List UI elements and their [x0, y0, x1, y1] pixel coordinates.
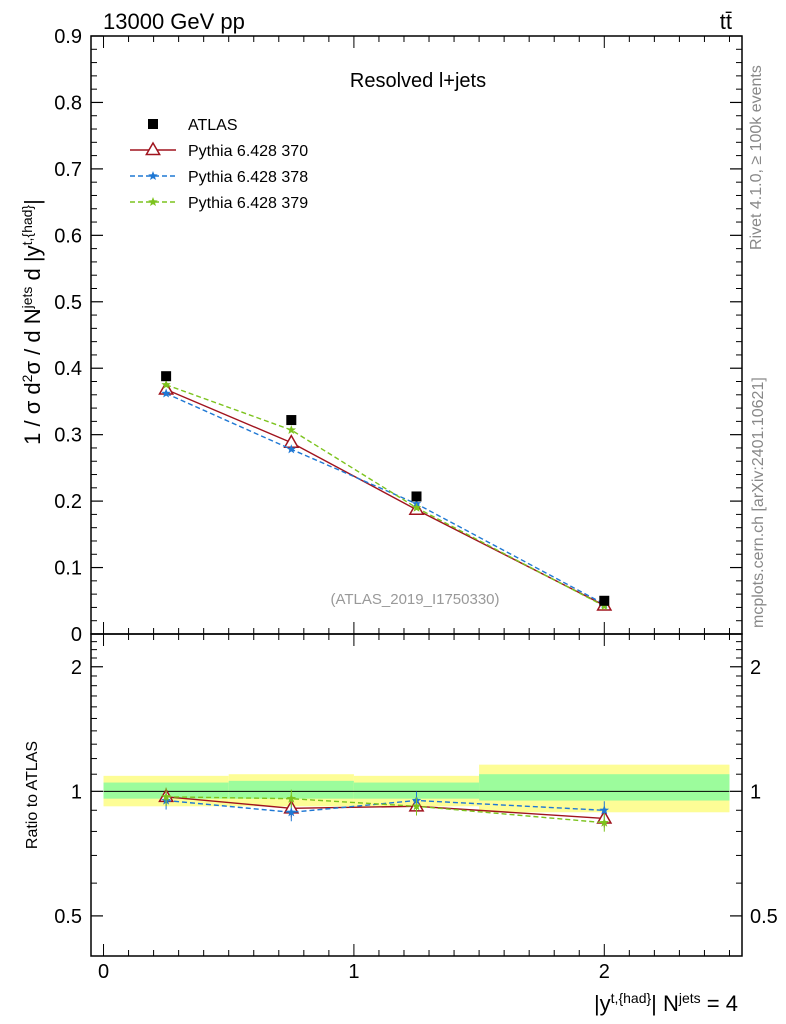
data-point	[411, 491, 422, 502]
legend-marker	[145, 141, 161, 156]
data-point	[161, 379, 171, 389]
x-tick-label: 1	[348, 961, 359, 983]
legend-marker	[148, 197, 158, 207]
ratio-point	[286, 793, 297, 803]
ratio-y-tick-label-right: 0.5	[750, 906, 778, 928]
legend-label: Pythia 6.428 378	[188, 169, 308, 186]
analysis-label: (ATLAS_2019_I1750330)	[330, 591, 499, 608]
x-tick-label: 0	[98, 961, 109, 983]
series-line-pythia-6-428-379	[165, 384, 605, 607]
energy-label: 13000 GeV pp	[103, 9, 245, 34]
data-point	[286, 444, 297, 454]
y-tick-label: 0.8	[54, 92, 82, 114]
ratio-y-tick-label: 0.5	[54, 906, 82, 928]
legend-marker	[148, 171, 158, 181]
ratio-y-tick-label: 1	[71, 781, 82, 803]
ratio-line-pythia-6-428-378	[166, 799, 605, 814]
ratio-panel: 0.5 0.5 1 1 2 2 0 1 2 Ratio to ATLAS |yt,{had}| Nj…	[24, 633, 778, 1016]
ratio-line-pythia-6-428-379	[166, 796, 605, 824]
y-tick-label: 0.1	[54, 558, 82, 580]
main-panel: 0 0.1 0.2 0.3 0.4 0.5 0.6 0.7 0.8 0.9 1 / σ d2σ / …	[19, 26, 743, 646]
ratio-point	[411, 801, 422, 811]
data-point	[286, 415, 297, 426]
ratio-y-tick-label: 2	[71, 657, 82, 679]
chart-title: Resolved l+jets	[350, 70, 486, 92]
ratio-point	[599, 817, 610, 827]
legend-label: Pythia 6.428 370	[188, 143, 308, 160]
ratio-y-tick-label-right: 1	[750, 781, 761, 803]
series-line-pythia-6-428-370	[165, 388, 605, 607]
x-tick-label: 2	[599, 961, 610, 983]
x-axis-label: |yt,{had}| Njets = 4	[594, 990, 738, 1016]
legend-label: Pythia 6.428 379	[188, 195, 308, 212]
ratio-point	[286, 807, 297, 817]
y-axis-label: 1 / σ d2σ / d Njets d |yt,{had}|	[19, 199, 45, 445]
y-tick-label: 0.7	[54, 159, 82, 181]
y-tick-label: 0.2	[54, 491, 82, 513]
ratio-point	[599, 805, 610, 815]
ratio-y-tick-label-right: 2	[750, 657, 761, 679]
series-line-pythia-6-428-378	[165, 392, 605, 605]
data-point	[161, 388, 171, 398]
ratio-frame	[90, 633, 743, 957]
ratio-line-pythia-6-428-370	[166, 796, 605, 820]
uncertainty-band-inner	[353, 782, 480, 799]
process-label: tt̄	[720, 9, 732, 34]
data-point	[411, 502, 422, 512]
data-point	[286, 425, 297, 435]
mcplots-label: mcplots.cern.ch [arXiv:2401.10621]	[750, 377, 767, 628]
rivet-label: Rivet 4.1.0, ≥ 100k events	[748, 65, 765, 250]
data-point	[161, 371, 172, 382]
y-tick-label: 0.5	[54, 292, 82, 314]
legend-label: ATLAS	[188, 117, 238, 134]
ratio-y-axis-label: Ratio to ATLAS	[24, 741, 41, 849]
legend-marker	[148, 119, 158, 129]
legend: ATLAS Pythia 6.428 370 Pythia 6.428 378 Pyt…	[130, 117, 308, 212]
y-tick-label: 0.3	[54, 425, 82, 447]
ratio-point	[161, 791, 171, 801]
y-tick-label: 0.4	[54, 358, 82, 380]
y-tick-label: 0.6	[54, 225, 82, 247]
y-tick-label: 0.9	[54, 26, 82, 48]
y-tick-label: 0	[71, 624, 82, 646]
data-point	[599, 595, 610, 606]
uncertainty-band-inner	[479, 774, 730, 801]
